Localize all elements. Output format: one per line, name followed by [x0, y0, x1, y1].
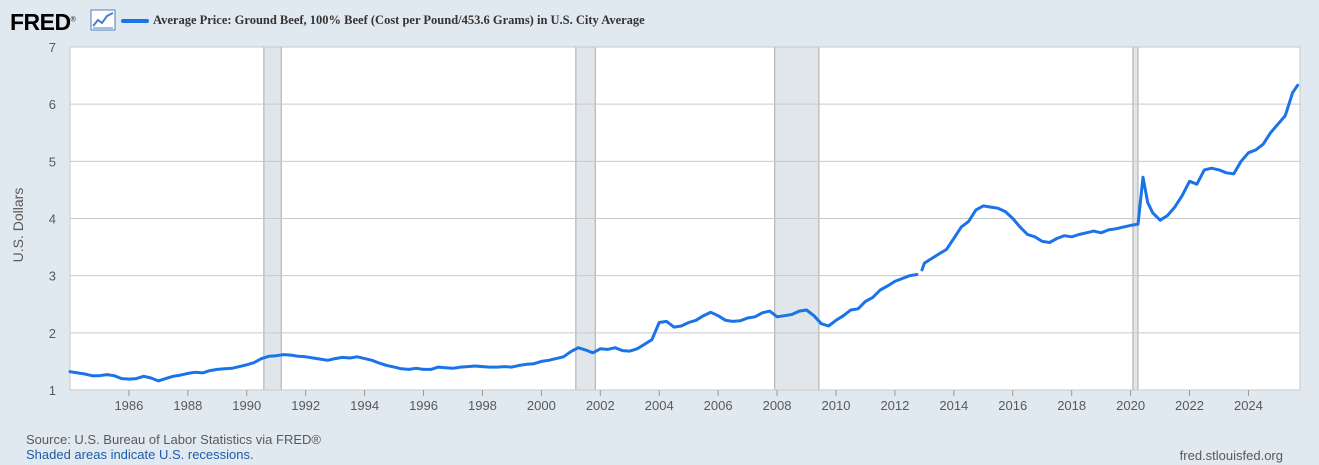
x-tick-label: 2008	[763, 398, 792, 413]
x-tick-label: 2014	[939, 398, 968, 413]
x-tick-label: 1992	[291, 398, 320, 413]
x-tick-label: 1998	[468, 398, 497, 413]
x-tick-label: 2000	[527, 398, 556, 413]
line-chart-icon	[90, 9, 116, 31]
x-tick-label: 2010	[822, 398, 851, 413]
series-title[interactable]: Average Price: Ground Beef, 100% Beef (C…	[153, 13, 645, 27]
x-tick-label: 2006	[704, 398, 733, 413]
x-tick-label: 1990	[232, 398, 261, 413]
y-tick-label: 1	[49, 383, 56, 398]
fred-logo[interactable]: FRED®	[10, 9, 76, 35]
site-url[interactable]: fred.stlouisfed.org	[1179, 448, 1283, 463]
x-tick-label: 1996	[409, 398, 438, 413]
x-tick-label: 2012	[880, 398, 909, 413]
series-line	[920, 83, 1300, 272]
y-tick-label: 2	[49, 326, 56, 341]
series-line	[68, 273, 919, 383]
source-note: Source: U.S. Bureau of Labor Statistics …	[26, 432, 321, 447]
x-tick-label: 2002	[586, 398, 615, 413]
line-chart: 1 2 3 4 5 6 7 1986 1988 1990 1992 1994 1996 1998 2000…	[49, 40, 1301, 413]
x-tick-label: 1994	[350, 398, 379, 413]
chart-header: FRED® Average Price: Ground Beef, 100% B…	[0, 0, 1319, 40]
y-tick-label: 5	[49, 154, 56, 169]
x-tick-label: 1988	[173, 398, 202, 413]
y-tick-label: 4	[49, 212, 56, 227]
x-tick-label: 2016	[998, 398, 1027, 413]
legend-line-swatch	[121, 19, 149, 23]
x-tick-label: 2020	[1116, 398, 1145, 413]
x-tick-label: 2024	[1234, 398, 1263, 413]
y-tick-label: 3	[49, 269, 56, 284]
x-tick-label: 2022	[1175, 398, 1204, 413]
x-tick-label: 2018	[1057, 398, 1086, 413]
x-tick-label: 1986	[114, 398, 143, 413]
x-tick-label: 2004	[645, 398, 674, 413]
recession-note-link[interactable]: Shaded areas indicate U.S. recessions.	[26, 447, 254, 462]
y-tick-label: 6	[49, 97, 56, 112]
y-tick-label: 7	[49, 40, 56, 55]
